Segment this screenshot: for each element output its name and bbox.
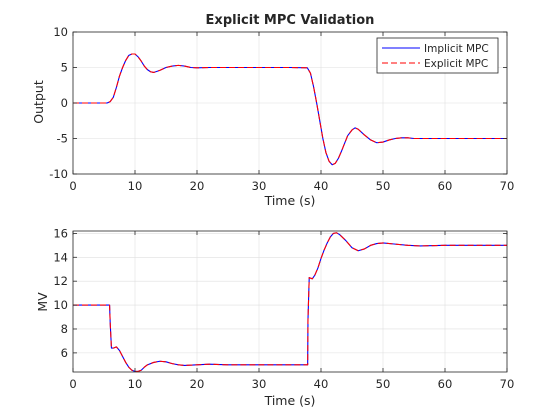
bottom-series-line-explicit-mpc	[73, 232, 507, 372]
top-x-tick-label: 10	[128, 179, 143, 193]
bottom-x-axis-label: Time (s)	[264, 393, 316, 408]
legend-label-implicit-mpc: Implicit MPC	[424, 43, 489, 55]
bottom-y-tick-label: 8	[61, 322, 68, 336]
top-x-tick-label: 50	[376, 179, 391, 193]
top-axes: 0 10 20 30 40 50 60 70 -10 -5 0 5 10 Explicit MPC Va…	[31, 13, 514, 208]
top-series-layer	[73, 53, 507, 166]
top-y-tick-label: -10	[49, 167, 68, 181]
top-x-tick-label: 0	[69, 179, 76, 193]
bottom-x-tick-label: 0	[69, 377, 76, 391]
legend: Implicit MPC Explicit MPC	[376, 37, 499, 74]
legend-label-explicit-mpc: Explicit MPC	[424, 58, 488, 70]
bottom-x-tick-label: 50	[376, 377, 391, 391]
bottom-y-tick-label: 6	[61, 346, 68, 360]
top-y-tick-label: 10	[53, 25, 68, 39]
bottom-series-layer	[73, 232, 507, 372]
top-x-tick-label: 40	[314, 179, 329, 193]
top-ticks: 0 10 20 30 40 50 60 70 -10 -5 0 5 10	[49, 25, 514, 193]
bottom-y-tick-label: 12	[53, 274, 68, 288]
bottom-y-tick-label: 16	[53, 226, 68, 240]
bottom-x-tick-label: 60	[438, 377, 453, 391]
bottom-x-tick-label: 70	[500, 377, 515, 391]
bottom-x-tick-label: 10	[128, 377, 143, 391]
bottom-x-tick-label: 20	[190, 377, 205, 391]
top-y-tick-label: -5	[57, 132, 68, 146]
top-x-axis-label: Time (s)	[264, 193, 316, 208]
top-x-tick-label: 70	[500, 179, 515, 193]
top-x-tick-label: 30	[252, 179, 267, 193]
top-x-tick-label: 60	[438, 179, 453, 193]
bottom-y-tick-label: 10	[53, 298, 68, 312]
bottom-y-axis-label: MV	[35, 292, 50, 312]
bottom-axes: 0 10 20 30 40 50 60 70 6 8 10 12 14 16 Time (s) MV	[35, 226, 514, 408]
top-y-axis-label: Output	[31, 80, 46, 124]
top-chart-title: Explicit MPC Validation	[206, 13, 375, 28]
bottom-x-tick-label: 40	[314, 377, 329, 391]
bottom-axes-box	[72, 230, 508, 373]
top-x-tick-label: 20	[190, 179, 205, 193]
top-series-line-explicit-mpc	[73, 53, 507, 166]
bottom-x-tick-label: 30	[252, 377, 267, 391]
top-y-tick-label: 5	[61, 61, 68, 75]
legend-box	[376, 37, 499, 74]
bottom-y-tick-label: 14	[53, 250, 68, 264]
top-y-tick-label: 0	[61, 96, 68, 110]
bottom-ticks: 0 10 20 30 40 50 60 70 6 8 10 12 14 16	[53, 226, 514, 391]
